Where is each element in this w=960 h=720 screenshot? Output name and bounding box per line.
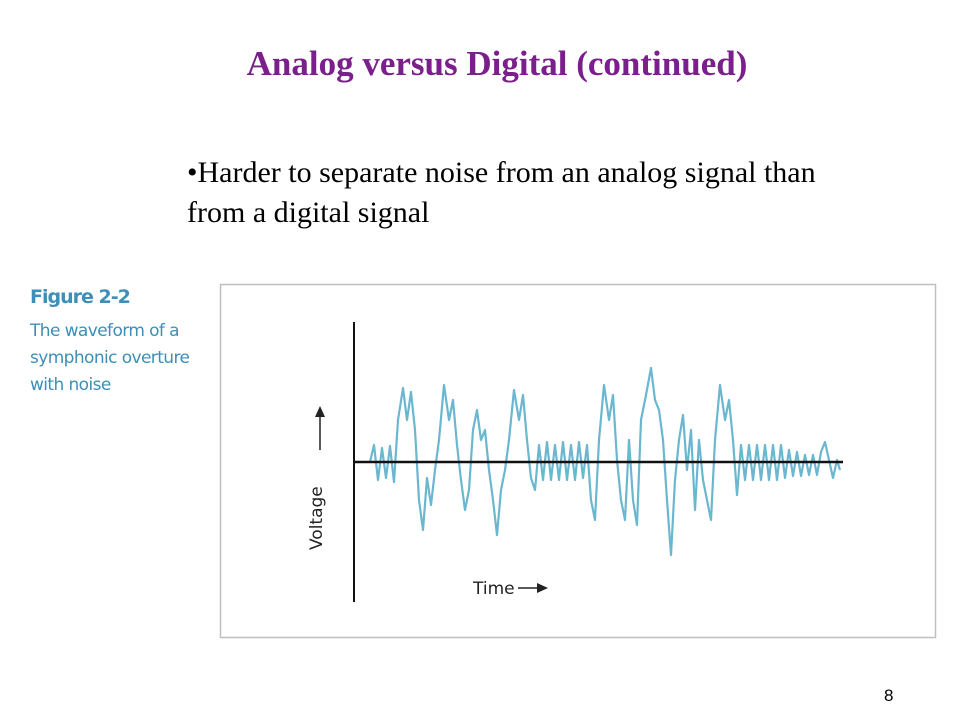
bullet: Harder to separate noise from an analog … <box>187 153 817 233</box>
figure-caption: The waveform of a symphonic overture wit… <box>30 318 190 399</box>
caption-line: The waveform of a <box>30 321 180 341</box>
y-arrowhead <box>315 406 325 417</box>
y-axis-label: Voltage <box>307 486 327 550</box>
caption-line: with noise <box>30 375 111 395</box>
caption-line: symphonic overture <box>30 348 190 368</box>
waveform <box>368 366 842 557</box>
x-axis-label: Time <box>472 579 515 599</box>
slide-title: Analog versus Digital (continued) <box>246 44 748 83</box>
figure-label: Figure 2-2 <box>30 286 131 308</box>
x-arrowhead <box>537 583 548 593</box>
page-number: 8 <box>884 686 894 705</box>
